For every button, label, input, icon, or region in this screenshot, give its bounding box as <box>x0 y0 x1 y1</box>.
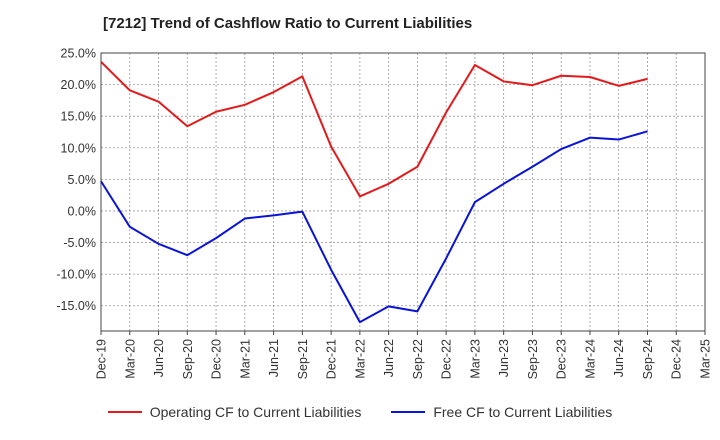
legend-label-free-cf: Free CF to Current Liabilities <box>433 404 613 420</box>
y-tick-label: 20.0% <box>61 78 96 92</box>
plot-area: 25.0% 20.0% 15.0% 10.0% 5.0% 0.0% -5.0% -10.0% -… <box>56 47 713 380</box>
chart-title: [7212] Trend of Cashflow Ratio to Curren… <box>103 15 473 32</box>
series-line-1 <box>100 130 648 324</box>
x-tick-label: Sep-24 <box>641 339 655 379</box>
x-tick-label: Sep-22 <box>411 339 425 379</box>
x-tick-label: Jun-22 <box>382 339 396 377</box>
legend: Operating CF to Current Liabilities Free… <box>0 404 720 420</box>
plot-frame <box>100 52 706 332</box>
y-tick-label: -15.0% <box>56 299 96 313</box>
y-tick-label: 25.0% <box>61 47 96 61</box>
y-tick-label: 10.0% <box>61 141 96 155</box>
x-tick-label: Mar-20 <box>123 339 137 379</box>
legend-item-free-cf: Free CF to Current Liabilities <box>391 404 612 420</box>
legend-label-operating-cf: Operating CF to Current Liabilities <box>149 404 362 420</box>
series-line-0 <box>100 61 648 198</box>
x-tick-label: Mar-24 <box>583 339 597 379</box>
x-tick-label: Sep-23 <box>526 339 540 379</box>
y-tick-label: 0.0% <box>68 204 97 218</box>
x-tick-label: Sep-21 <box>296 339 310 379</box>
legend-item-operating-cf: Operating CF to Current Liabilities <box>107 404 362 420</box>
y-tick-label: 15.0% <box>61 110 96 124</box>
y-tick-label: -10.0% <box>56 268 96 282</box>
x-tick-label: Sep-20 <box>181 339 195 379</box>
plot-background <box>101 53 705 331</box>
x-tick-label: Dec-21 <box>325 339 339 379</box>
x-tick-label: Dec-22 <box>440 339 454 379</box>
y-tick-label: 5.0% <box>68 173 97 187</box>
x-tick-label: Jun-20 <box>152 339 166 377</box>
legend-swatch-operating-cf <box>107 411 142 413</box>
x-tick-label: Dec-19 <box>95 339 109 379</box>
x-tick-label: Mar-23 <box>468 339 482 379</box>
x-tick-label: Jun-24 <box>612 339 626 377</box>
x-tick-label: Mar-25 <box>699 339 713 379</box>
x-tick-label: Dec-23 <box>555 339 569 379</box>
x-tick-label: Jun-21 <box>267 339 281 377</box>
y-tick-label: -5.0% <box>63 236 96 250</box>
x-tick-label: Jun-23 <box>497 339 511 377</box>
x-tick-label: Mar-21 <box>238 339 252 379</box>
x-tick-label: Dec-20 <box>210 339 224 379</box>
legend-swatch-free-cf <box>391 411 426 413</box>
x-tick-label: Mar-22 <box>353 339 367 379</box>
x-tick-label: Dec-24 <box>670 339 684 379</box>
